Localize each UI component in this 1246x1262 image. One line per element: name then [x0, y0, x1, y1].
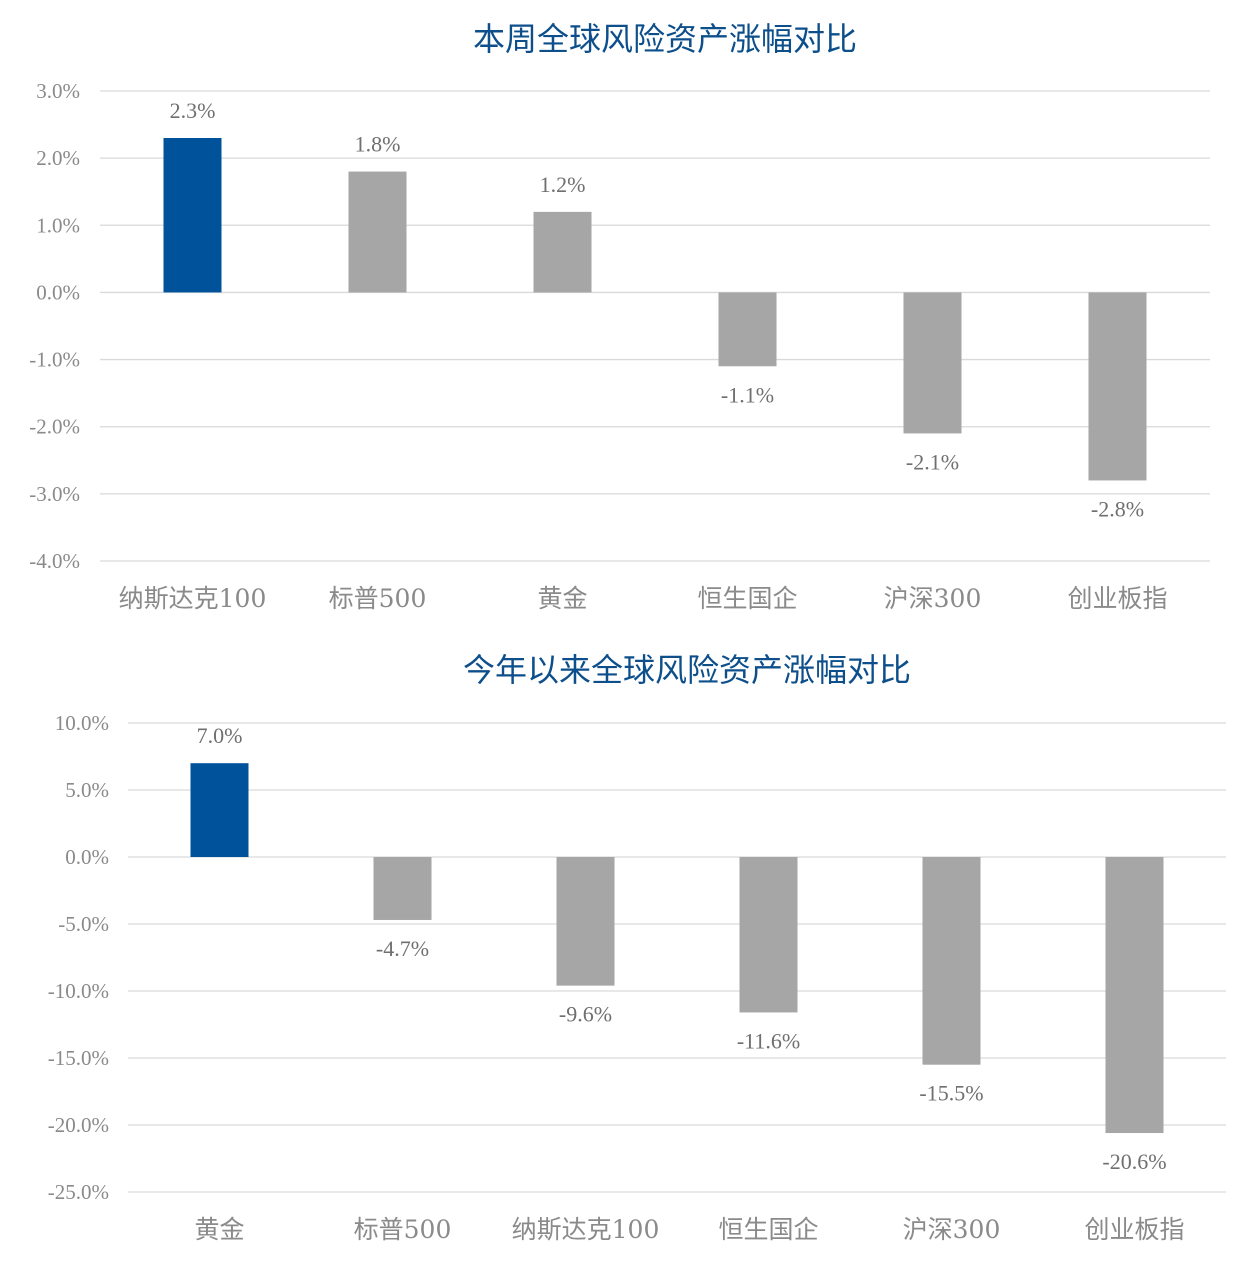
bar: [190, 763, 249, 857]
data-label: 1.2%: [540, 172, 586, 197]
bar: [533, 211, 592, 293]
bar: [922, 857, 981, 1065]
data-label: 2.3%: [170, 98, 216, 123]
y-tick-label: -4.0%: [29, 549, 80, 573]
bar: [739, 857, 798, 1013]
bar: [556, 857, 615, 986]
bar: [163, 138, 222, 293]
bar: [903, 292, 962, 434]
y-tick-label: -3.0%: [29, 482, 80, 506]
y-tick-label: 10.0%: [55, 711, 109, 735]
y-tick-label: -25.0%: [48, 1180, 109, 1204]
chart-1: 本周全球风险资产涨幅对比 3.0% 2.0% 1.0% 0.0% -1.0% -2.0% -3…: [29, 20, 1210, 613]
y-tick-label: -5.0%: [58, 912, 109, 936]
x-category-label: 沪深300: [884, 584, 982, 613]
x-category-label: 纳斯达克100: [512, 1215, 660, 1244]
y-tick-label: -15.0%: [48, 1046, 109, 1070]
y-tick-label: -1.0%: [29, 348, 80, 372]
data-label: 1.8%: [355, 132, 401, 157]
x-category-label: 黄金: [537, 584, 587, 613]
x-category-label: 创业板指: [1067, 584, 1167, 613]
data-label: -4.7%: [376, 936, 429, 961]
bar: [1105, 857, 1164, 1134]
data-label: -2.8%: [1091, 496, 1144, 521]
x-category-label: 标普500: [354, 1215, 452, 1244]
x-category-label: 创业板指: [1084, 1215, 1184, 1244]
chart-2: 今年以来全球风险资产涨幅对比 10.0% 5.0% 0.0% -5.0% -10.0% -1…: [48, 651, 1226, 1244]
data-label: -9.6%: [559, 1002, 612, 1027]
x-category-label: 恒生国企: [697, 584, 797, 613]
bar: [348, 171, 407, 293]
chart-title: 今年以来全球风险资产涨幅对比: [463, 651, 911, 689]
y-tick-label: 3.0%: [36, 79, 80, 103]
bar: [718, 292, 777, 367]
y-tick-label: 2.0%: [36, 146, 80, 170]
y-tick-label: 1.0%: [36, 213, 80, 237]
data-label: -1.1%: [721, 382, 774, 407]
y-tick-label: -2.0%: [29, 415, 80, 439]
data-label: 7.0%: [197, 723, 243, 748]
y-tick-label: 0.0%: [36, 280, 80, 304]
x-category-label: 黄金: [194, 1215, 244, 1244]
x-category-label: 恒生国企: [718, 1215, 818, 1244]
bar: [373, 857, 432, 920]
bar: [1088, 292, 1147, 481]
data-label: -15.5%: [919, 1081, 983, 1106]
x-category-label: 沪深300: [903, 1215, 1001, 1244]
x-category-label: 标普500: [329, 584, 427, 613]
y-tick-label: 5.0%: [65, 778, 109, 802]
y-tick-label: 0.0%: [65, 845, 109, 869]
y-tick-label: -10.0%: [48, 979, 109, 1003]
y-tick-label: -20.0%: [48, 1113, 109, 1137]
x-category-label: 纳斯达克100: [119, 584, 267, 613]
data-label: -2.1%: [906, 449, 959, 474]
data-label: -20.6%: [1102, 1149, 1166, 1174]
chart-title: 本周全球风险资产涨幅对比: [473, 20, 857, 58]
data-label: -11.6%: [737, 1028, 800, 1053]
